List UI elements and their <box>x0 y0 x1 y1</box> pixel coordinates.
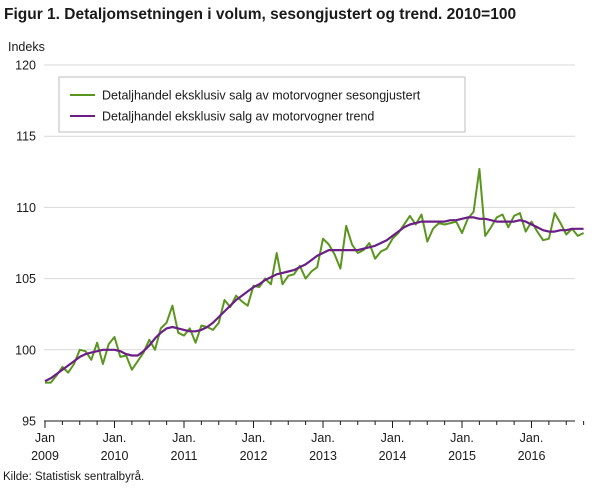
x-tick-label-month: Jan. <box>450 431 474 445</box>
x-tick-label-year: 2016 <box>518 449 546 463</box>
y-tick-label: 110 <box>16 201 36 215</box>
source-note: Kilde: Statistisk sentralbyrå. <box>3 471 145 483</box>
x-tick-label-year: 2015 <box>448 449 476 463</box>
series-line-seasonally-adjusted <box>45 168 585 384</box>
x-tick-label-year: 2010 <box>101 449 129 463</box>
legend-box <box>58 76 466 133</box>
x-tick-label-year: 2011 <box>171 449 198 463</box>
x-tick-label-month: Jan. <box>172 431 196 445</box>
x-tick-label-month: Jan. <box>103 431 127 445</box>
x-axis-ticks: Jan 2009 Jan. 2010 Jan. 2011 Jan. 2012 Jan. 2013 J… <box>31 421 585 463</box>
x-tick-label-month: Jan. <box>381 431 405 445</box>
y-tick-label: 100 <box>15 343 36 357</box>
y-tick-label: 115 <box>16 130 36 144</box>
grid-lines <box>44 64 575 422</box>
y-tick-label: 95 <box>22 415 36 429</box>
x-tick-label-month: Jan. <box>311 431 335 445</box>
x-tick-label-year: 2012 <box>240 449 268 463</box>
y-axis-label: Indeks <box>8 40 45 54</box>
series-lines <box>44 168 585 384</box>
y-tick-label: 105 <box>15 272 36 286</box>
y-tick-labels: 95 100 105 110 115 120 <box>15 59 36 429</box>
x-tick-label-year: 2009 <box>31 449 59 463</box>
x-tick-label-month: Jan <box>35 431 55 445</box>
legend-label: Detaljhandel eksklusiv salg av motorvogn… <box>102 89 421 103</box>
series-line-trend <box>44 216 584 383</box>
x-tick-label-year: 2014 <box>379 449 407 463</box>
x-tick-label-month: Jan. <box>242 431 266 445</box>
legend: Detaljhandel eksklusiv salg av motorvogn… <box>58 76 466 133</box>
legend-label: Detaljhandel eksklusiv salg av motorvogn… <box>102 110 374 124</box>
x-tick-label-year: 2013 <box>309 449 337 463</box>
y-tick-label: 120 <box>15 59 36 73</box>
x-tick-label-month: Jan. <box>520 431 544 445</box>
chart-title: Figur 1. Detaljomsetningen i volum, seso… <box>4 6 517 23</box>
